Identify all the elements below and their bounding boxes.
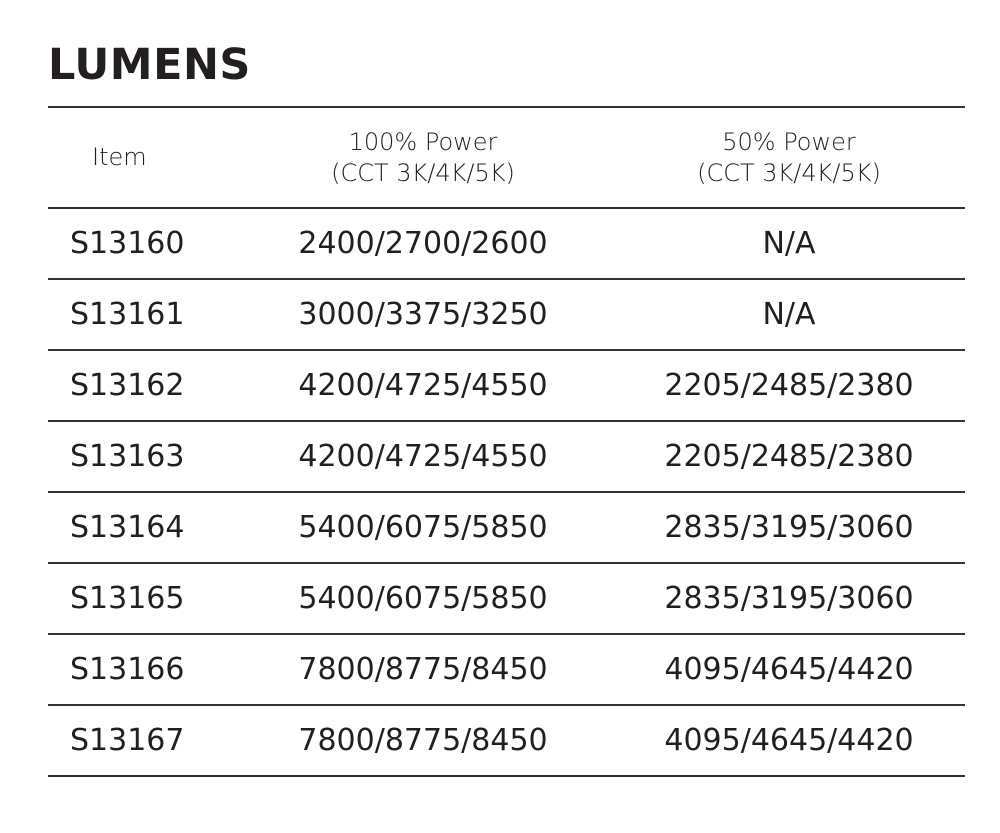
cell-50-power: 2205/2485/2380 [664,439,914,474]
table-row: S13166 7800/8775/8450 4095/4645/4420 [48,635,965,706]
header-item: Item [92,143,147,171]
table-row: S13162 4200/4725/4550 2205/2485/2380 [48,351,965,422]
table-row: S13161 3000/3375/3250 N/A [48,280,965,351]
page-title: LUMENS [48,40,251,90]
cell-50-power: 4095/4645/4420 [664,652,914,687]
table-row: S13160 2400/2700/2600 N/A [48,209,965,280]
table-row: S13164 5400/6075/5850 2835/3195/3060 [48,493,965,564]
header-100-power-line1: 100% Power [348,127,498,156]
cell-50-power: 2205/2485/2380 [664,368,914,403]
cell-50-power: N/A [762,226,816,261]
cell-item: S13163 [70,439,185,474]
cell-item: S13161 [70,297,185,332]
table-row: S13163 4200/4725/4550 2205/2485/2380 [48,422,965,493]
table-row: S13165 5400/6075/5850 2835/3195/3060 [48,564,965,635]
header-50-power-line1: 50% Power [722,127,856,156]
cell-item: S13167 [70,723,185,758]
cell-100-power: 5400/6075/5850 [298,510,548,545]
cell-100-power: 3000/3375/3250 [298,297,548,332]
cell-100-power: 2400/2700/2600 [298,226,548,261]
table-body: S13160 2400/2700/2600 N/A S13161 3000/3375/3… [48,209,965,777]
cell-50-power: 4095/4645/4420 [664,723,914,758]
lumens-table: Item 100% Power (CCT 3K/4K/5K) 50% Power… [48,106,965,777]
cell-50-power: 2835/3195/3060 [664,581,914,616]
header-50-power: 50% Power (CCT 3K/4K/5K) [613,127,965,189]
cell-item: S13165 [70,581,185,616]
cell-100-power: 4200/4725/4550 [298,368,548,403]
cell-100-power: 7800/8775/8450 [298,652,548,687]
header-100-power-line2: (CCT 3K/4K/5K) [331,158,515,187]
cell-100-power: 7800/8775/8450 [298,723,548,758]
header-100-power: 100% Power (CCT 3K/4K/5K) [233,127,613,189]
cell-100-power: 4200/4725/4550 [298,439,548,474]
cell-50-power: 2835/3195/3060 [664,510,914,545]
header-50-power-line2: (CCT 3K/4K/5K) [697,158,881,187]
cell-item: S13162 [70,368,185,403]
cell-item: S13160 [70,226,185,261]
table-row: S13167 7800/8775/8450 4095/4645/4420 [48,706,965,777]
cell-item: S13164 [70,510,185,545]
cell-100-power: 5400/6075/5850 [298,581,548,616]
cell-item: S13166 [70,652,185,687]
table-header: Item 100% Power (CCT 3K/4K/5K) 50% Power… [48,108,965,209]
cell-50-power: N/A [762,297,816,332]
